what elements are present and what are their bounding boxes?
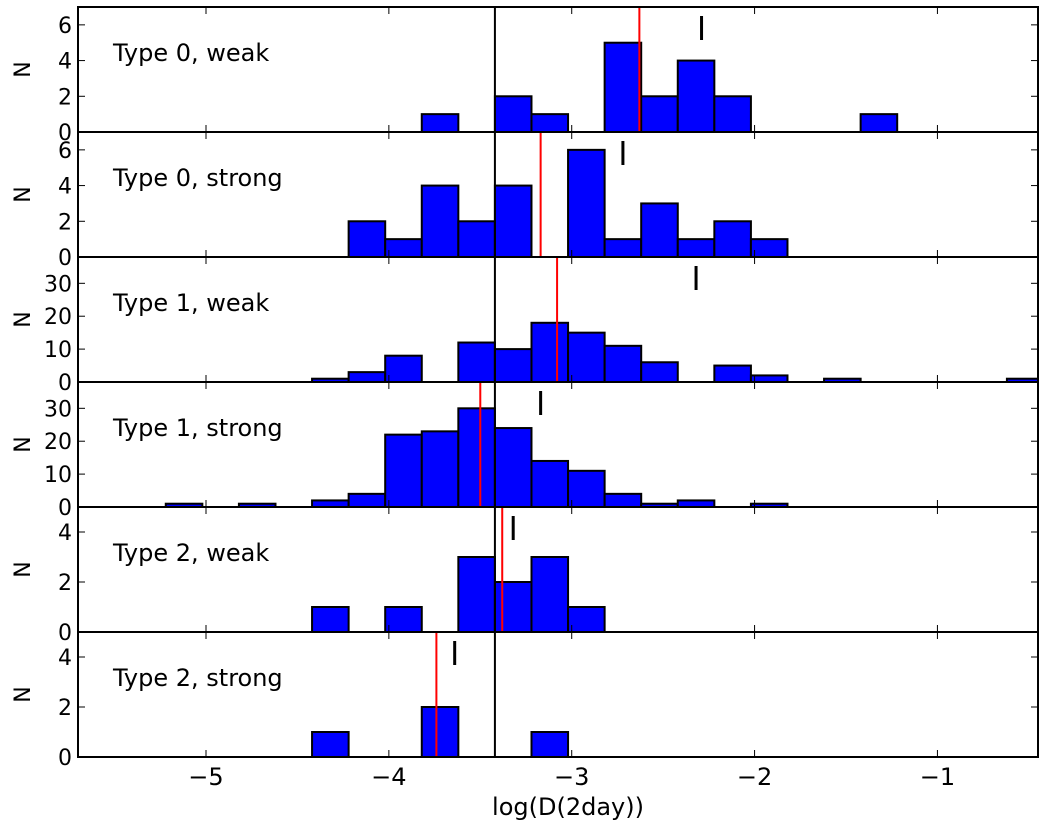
histogram-bar — [457, 220, 496, 259]
panel-label: Type 0, weak — [112, 39, 269, 67]
histogram-bar — [749, 238, 789, 258]
histogram-bar — [676, 238, 716, 258]
histogram-bar — [347, 220, 387, 259]
histogram-bar — [640, 361, 679, 383]
histogram-bar — [311, 731, 350, 758]
histogram-bar — [420, 430, 460, 508]
y-tick-label: 10 — [44, 463, 72, 488]
y-axis-label: N — [11, 61, 36, 77]
histogram-bar — [384, 433, 423, 509]
y-tick-label: 4 — [58, 175, 72, 200]
histogram-bar — [567, 469, 606, 509]
histogram-bar — [603, 41, 643, 133]
histogram-bar — [676, 59, 716, 134]
y-tick-label: 6 — [58, 14, 72, 39]
histogram-bar — [713, 364, 752, 384]
y-tick-label: 4 — [58, 521, 72, 546]
histogram-bar — [493, 581, 533, 633]
histogram-bar — [457, 407, 496, 509]
histogram-bar — [530, 731, 570, 758]
y-tick-label: 0 — [58, 496, 72, 521]
x-axis-label: log(D(2day)) — [492, 793, 644, 821]
histogram-bar — [384, 606, 423, 633]
y-tick-label: 2 — [58, 85, 72, 110]
y-tick-label: 20 — [44, 305, 72, 330]
x-tick-label: −1 — [920, 763, 955, 791]
histogram-bar — [420, 706, 460, 758]
histogram-bar — [567, 606, 606, 633]
panel-label: Type 2, weak — [112, 539, 269, 567]
x-tick-label: −3 — [554, 763, 589, 791]
y-axis-label: N — [11, 186, 36, 202]
histogram-bar — [713, 95, 752, 133]
histogram-bar — [603, 238, 643, 258]
histogram-bar — [603, 344, 643, 384]
y-tick-label: 0 — [58, 246, 72, 271]
panel-label: Type 1, strong — [112, 414, 283, 442]
histogram-bar — [384, 238, 423, 258]
panel-label: Type 0, strong — [112, 164, 283, 192]
y-tick-label: 2 — [58, 571, 72, 596]
histogram-bar — [567, 331, 606, 384]
histogram-bar — [420, 184, 460, 258]
histogram-bar — [493, 95, 533, 133]
histogram-bar — [859, 113, 899, 134]
histogram-bar — [530, 556, 570, 633]
y-tick-label: 20 — [44, 430, 72, 455]
histogram-bar — [493, 184, 533, 258]
y-tick-label: 2 — [58, 696, 72, 721]
y-axis-label: N — [11, 686, 36, 702]
histogram-bar — [640, 95, 679, 133]
histogram-bar — [457, 556, 496, 633]
panel-label: Type 1, weak — [112, 289, 269, 317]
y-tick-label: 30 — [44, 397, 72, 422]
y-tick-label: 0 — [58, 121, 72, 146]
histogram-bar — [493, 427, 533, 509]
y-axis-label: N — [11, 311, 36, 327]
panel-frame — [77, 131, 1039, 258]
histogram-bar — [347, 492, 387, 508]
y-axis-label: N — [11, 561, 36, 577]
y-tick-label: 10 — [44, 338, 72, 363]
histogram-bar — [603, 492, 643, 508]
histogram-bar — [640, 202, 679, 259]
histogram-bar — [347, 371, 387, 384]
x-tick-label: −4 — [371, 763, 406, 791]
histogram-bar — [530, 459, 570, 508]
y-tick-label: 0 — [58, 621, 72, 646]
histogram-bar — [384, 354, 423, 383]
histogram-bar — [567, 148, 606, 259]
x-tick-label: −2 — [737, 763, 772, 791]
histogram-bar — [457, 341, 496, 383]
y-tick-label: 4 — [58, 50, 72, 75]
x-tick-label: −5 — [188, 763, 223, 791]
y-tick-label: 0 — [58, 746, 72, 771]
histogram-bar — [420, 113, 460, 134]
histogram-bar — [311, 606, 350, 633]
histogram-bar — [713, 220, 752, 259]
y-axis-label: N — [11, 436, 36, 452]
y-tick-label: 4 — [58, 646, 72, 671]
histogram-bar — [493, 348, 533, 383]
y-tick-label: 0 — [58, 371, 72, 396]
y-tick-label: 30 — [44, 272, 72, 297]
histogram-bar — [530, 113, 570, 134]
panel-label: Type 2, strong — [112, 664, 283, 692]
y-tick-label: 2 — [58, 210, 72, 235]
y-tick-label: 6 — [58, 139, 72, 164]
histogram-bar — [530, 321, 570, 383]
panel-frame — [77, 631, 1039, 758]
